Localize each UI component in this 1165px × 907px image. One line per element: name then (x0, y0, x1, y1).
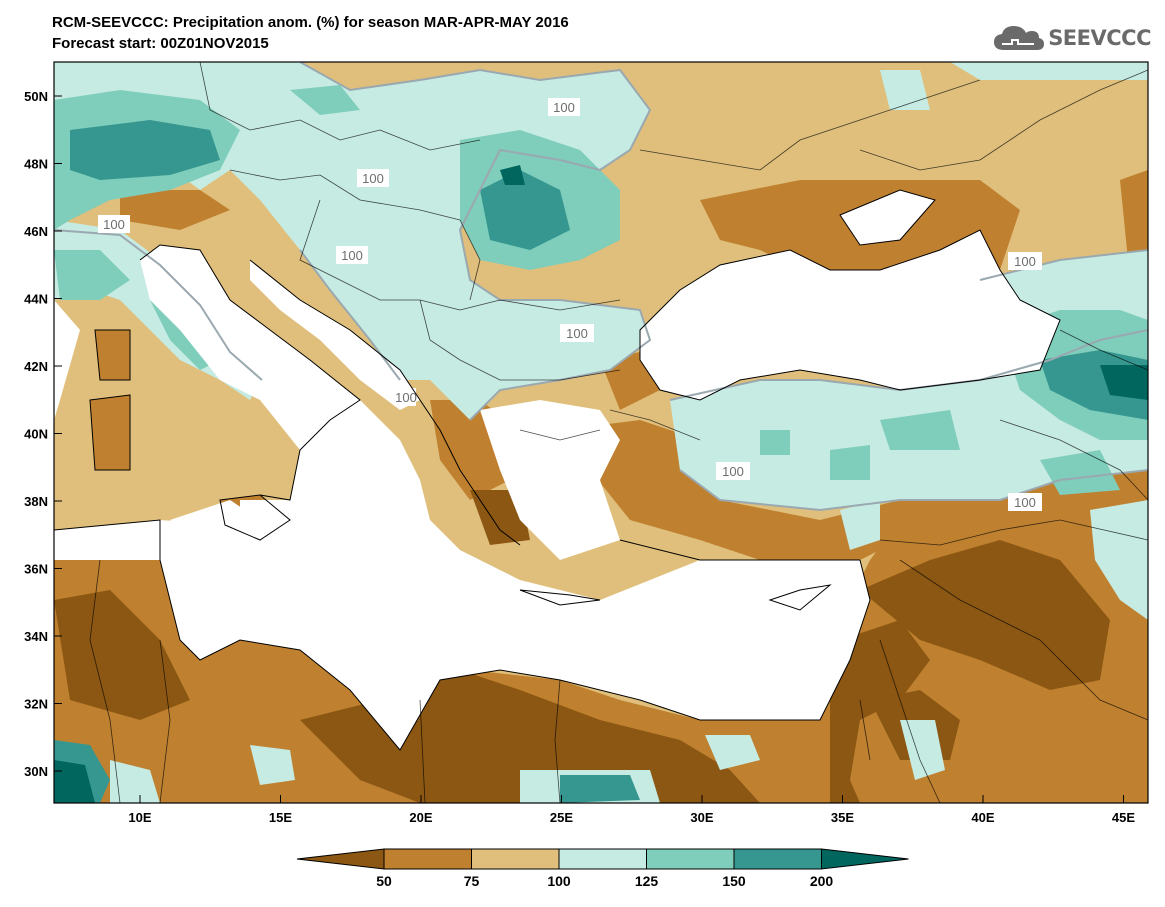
adriatic-sea (250, 260, 420, 410)
shade-100-125 (880, 70, 930, 110)
shade-125-150 (880, 410, 960, 450)
shade-gt-200 (54, 760, 95, 803)
lon-label: 15E (269, 810, 292, 825)
contour-label: 100 (566, 326, 588, 341)
shade-100-125 (705, 735, 760, 770)
country-borders (89, 62, 1148, 803)
colorbar-segment (558, 848, 647, 870)
lon-label: 45E (1112, 810, 1135, 825)
contour-labels: 100 100 100 100 100 100 100 100 100 (98, 98, 1042, 511)
contour-label: 100 (341, 248, 363, 263)
contour-label: 100 (362, 171, 384, 186)
contour-label: 100 (1014, 495, 1036, 510)
shade-50-75 (560, 420, 1148, 560)
lat-label: 36N (24, 562, 48, 577)
lat-label: 30N (24, 764, 48, 779)
black-sea (640, 230, 1060, 400)
colorbar-tick-label: 75 (464, 873, 480, 889)
colorbar-segment (471, 848, 560, 870)
lat-label: 38N (24, 494, 48, 509)
lon-label: 20E (409, 810, 432, 825)
azov-sea (840, 190, 935, 245)
shade-50-75 (90, 395, 130, 470)
shade-100-125 (110, 760, 160, 803)
colorbar-tick-label: 200 (810, 873, 834, 889)
shade-100-125 (250, 745, 295, 785)
shade-150-200 (70, 120, 220, 180)
colorbar-tick-label: 50 (376, 873, 392, 889)
coastlines (54, 189, 1061, 751)
shade-125-150 (830, 445, 870, 480)
contour-label: 100 (395, 390, 417, 405)
lat-label: 40N (24, 427, 48, 442)
shade-125-150 (760, 430, 790, 455)
lon-label: 10E (128, 810, 151, 825)
contour-label: 100 (722, 464, 744, 479)
lat-label: 44N (24, 292, 48, 307)
map-axes: 50N 48N 46N 44N 42N 40N 38N 36N 34N 32N 30N 10E 15E 2… (24, 89, 1135, 825)
shade-lt-50 (54, 590, 190, 720)
lon-label: 40E (971, 810, 994, 825)
map-field: 100 100 100 100 100 100 100 100 100 (54, 62, 1148, 803)
contour-label: 100 (553, 100, 575, 115)
shade-150-200 (480, 170, 570, 250)
lat-label: 32N (24, 697, 48, 712)
lon-label: 25E (550, 810, 573, 825)
shade-lt-50 (830, 620, 930, 803)
colorbar-tick-label: 100 (547, 873, 571, 889)
map-frame (53, 61, 1149, 804)
contour-label: 100 (103, 217, 125, 232)
cloud-icon (994, 26, 1045, 50)
colorbar-under-triangle (296, 848, 385, 870)
colorbar-over-triangle (821, 848, 909, 870)
contour-label: 100 (1014, 254, 1036, 269)
map-title: RCM-SEEVCCC: Precipitation anom. (%) for… (52, 14, 569, 31)
shade-125-150 (1040, 450, 1120, 495)
lat-label: 42N (24, 359, 48, 374)
mediterranean-sea (54, 245, 870, 750)
logo-text: SEEVCCC (1048, 26, 1151, 50)
forecast-start-label: Forecast start: 00Z01NOV2015 (52, 35, 269, 52)
shade-100-125 (950, 62, 1148, 80)
seevccc-logo: SEEVCCC (992, 22, 1151, 54)
shade-50-75 (95, 330, 130, 380)
lat-label: 46N (24, 224, 48, 239)
colorbar-segment (383, 848, 472, 870)
colorbar-legend: 50 75 100 125 150 200 (296, 848, 909, 889)
shade-lt-50 (860, 540, 1110, 690)
shade-125-150 (54, 250, 130, 300)
shade-125-150 (290, 85, 360, 115)
colorbar-tick-label: 125 (635, 873, 659, 889)
lon-label: 35E (831, 810, 854, 825)
aegean-sea (480, 400, 620, 560)
colorbar-tick-label: 150 (722, 873, 746, 889)
shade-150-200 (560, 775, 640, 803)
shade-50-75 (120, 190, 230, 230)
shade-100-125 (840, 500, 880, 550)
colorbar-segment (646, 848, 735, 870)
shade-gt-200 (1100, 365, 1148, 400)
lat-label: 48N (24, 157, 48, 172)
colorbar-segment (733, 848, 822, 870)
lat-label: 50N (24, 89, 48, 104)
shade-gt-200 (500, 165, 525, 185)
lon-label: 30E (690, 810, 713, 825)
lat-label: 34N (24, 629, 48, 644)
